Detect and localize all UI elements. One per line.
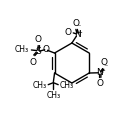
Text: O: O: [43, 45, 50, 54]
Text: CH₃: CH₃: [60, 81, 74, 90]
Text: N: N: [96, 68, 103, 77]
Text: +: +: [77, 30, 83, 36]
Text: CH₃: CH₃: [32, 81, 46, 90]
Text: S: S: [35, 47, 41, 56]
Text: O: O: [100, 58, 107, 67]
Text: O: O: [97, 79, 104, 88]
Text: O: O: [73, 19, 80, 28]
Text: CH₃: CH₃: [46, 91, 60, 100]
Text: O: O: [35, 35, 42, 44]
Text: ⁻: ⁻: [76, 22, 81, 32]
Text: +: +: [99, 68, 105, 74]
Text: O: O: [30, 57, 37, 67]
Text: ⁻: ⁻: [103, 62, 108, 71]
Text: N: N: [74, 30, 81, 39]
Text: O: O: [64, 28, 71, 37]
Text: CH₃: CH₃: [15, 45, 29, 55]
